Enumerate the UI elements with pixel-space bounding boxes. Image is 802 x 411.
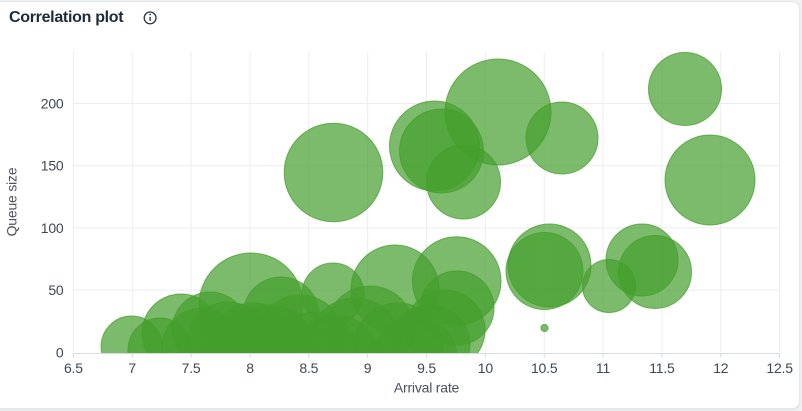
svg-text:11.5: 11.5 bbox=[649, 360, 675, 376]
svg-text:Arrival rate: Arrival rate bbox=[394, 380, 460, 396]
svg-text:100: 100 bbox=[41, 220, 64, 236]
svg-text:8: 8 bbox=[246, 360, 254, 376]
svg-text:9.5: 9.5 bbox=[417, 360, 436, 376]
svg-text:0: 0 bbox=[56, 344, 64, 360]
svg-text:200: 200 bbox=[41, 96, 64, 112]
svg-text:10: 10 bbox=[478, 360, 494, 376]
svg-text:7.5: 7.5 bbox=[182, 360, 201, 376]
svg-text:7: 7 bbox=[128, 360, 136, 376]
svg-text:12.5: 12.5 bbox=[766, 360, 793, 376]
svg-text:10.5: 10.5 bbox=[531, 360, 558, 376]
svg-text:11: 11 bbox=[596, 360, 611, 376]
svg-text:6.5: 6.5 bbox=[64, 360, 83, 376]
svg-text:9: 9 bbox=[364, 360, 372, 376]
svg-text:12: 12 bbox=[713, 360, 729, 376]
svg-text:50: 50 bbox=[48, 282, 64, 298]
svg-text:Queue size: Queue size bbox=[4, 167, 20, 236]
svg-text:Correlation plot: Correlation plot bbox=[9, 9, 124, 26]
svg-text:8.5: 8.5 bbox=[299, 360, 318, 376]
svg-text:150: 150 bbox=[41, 158, 64, 174]
